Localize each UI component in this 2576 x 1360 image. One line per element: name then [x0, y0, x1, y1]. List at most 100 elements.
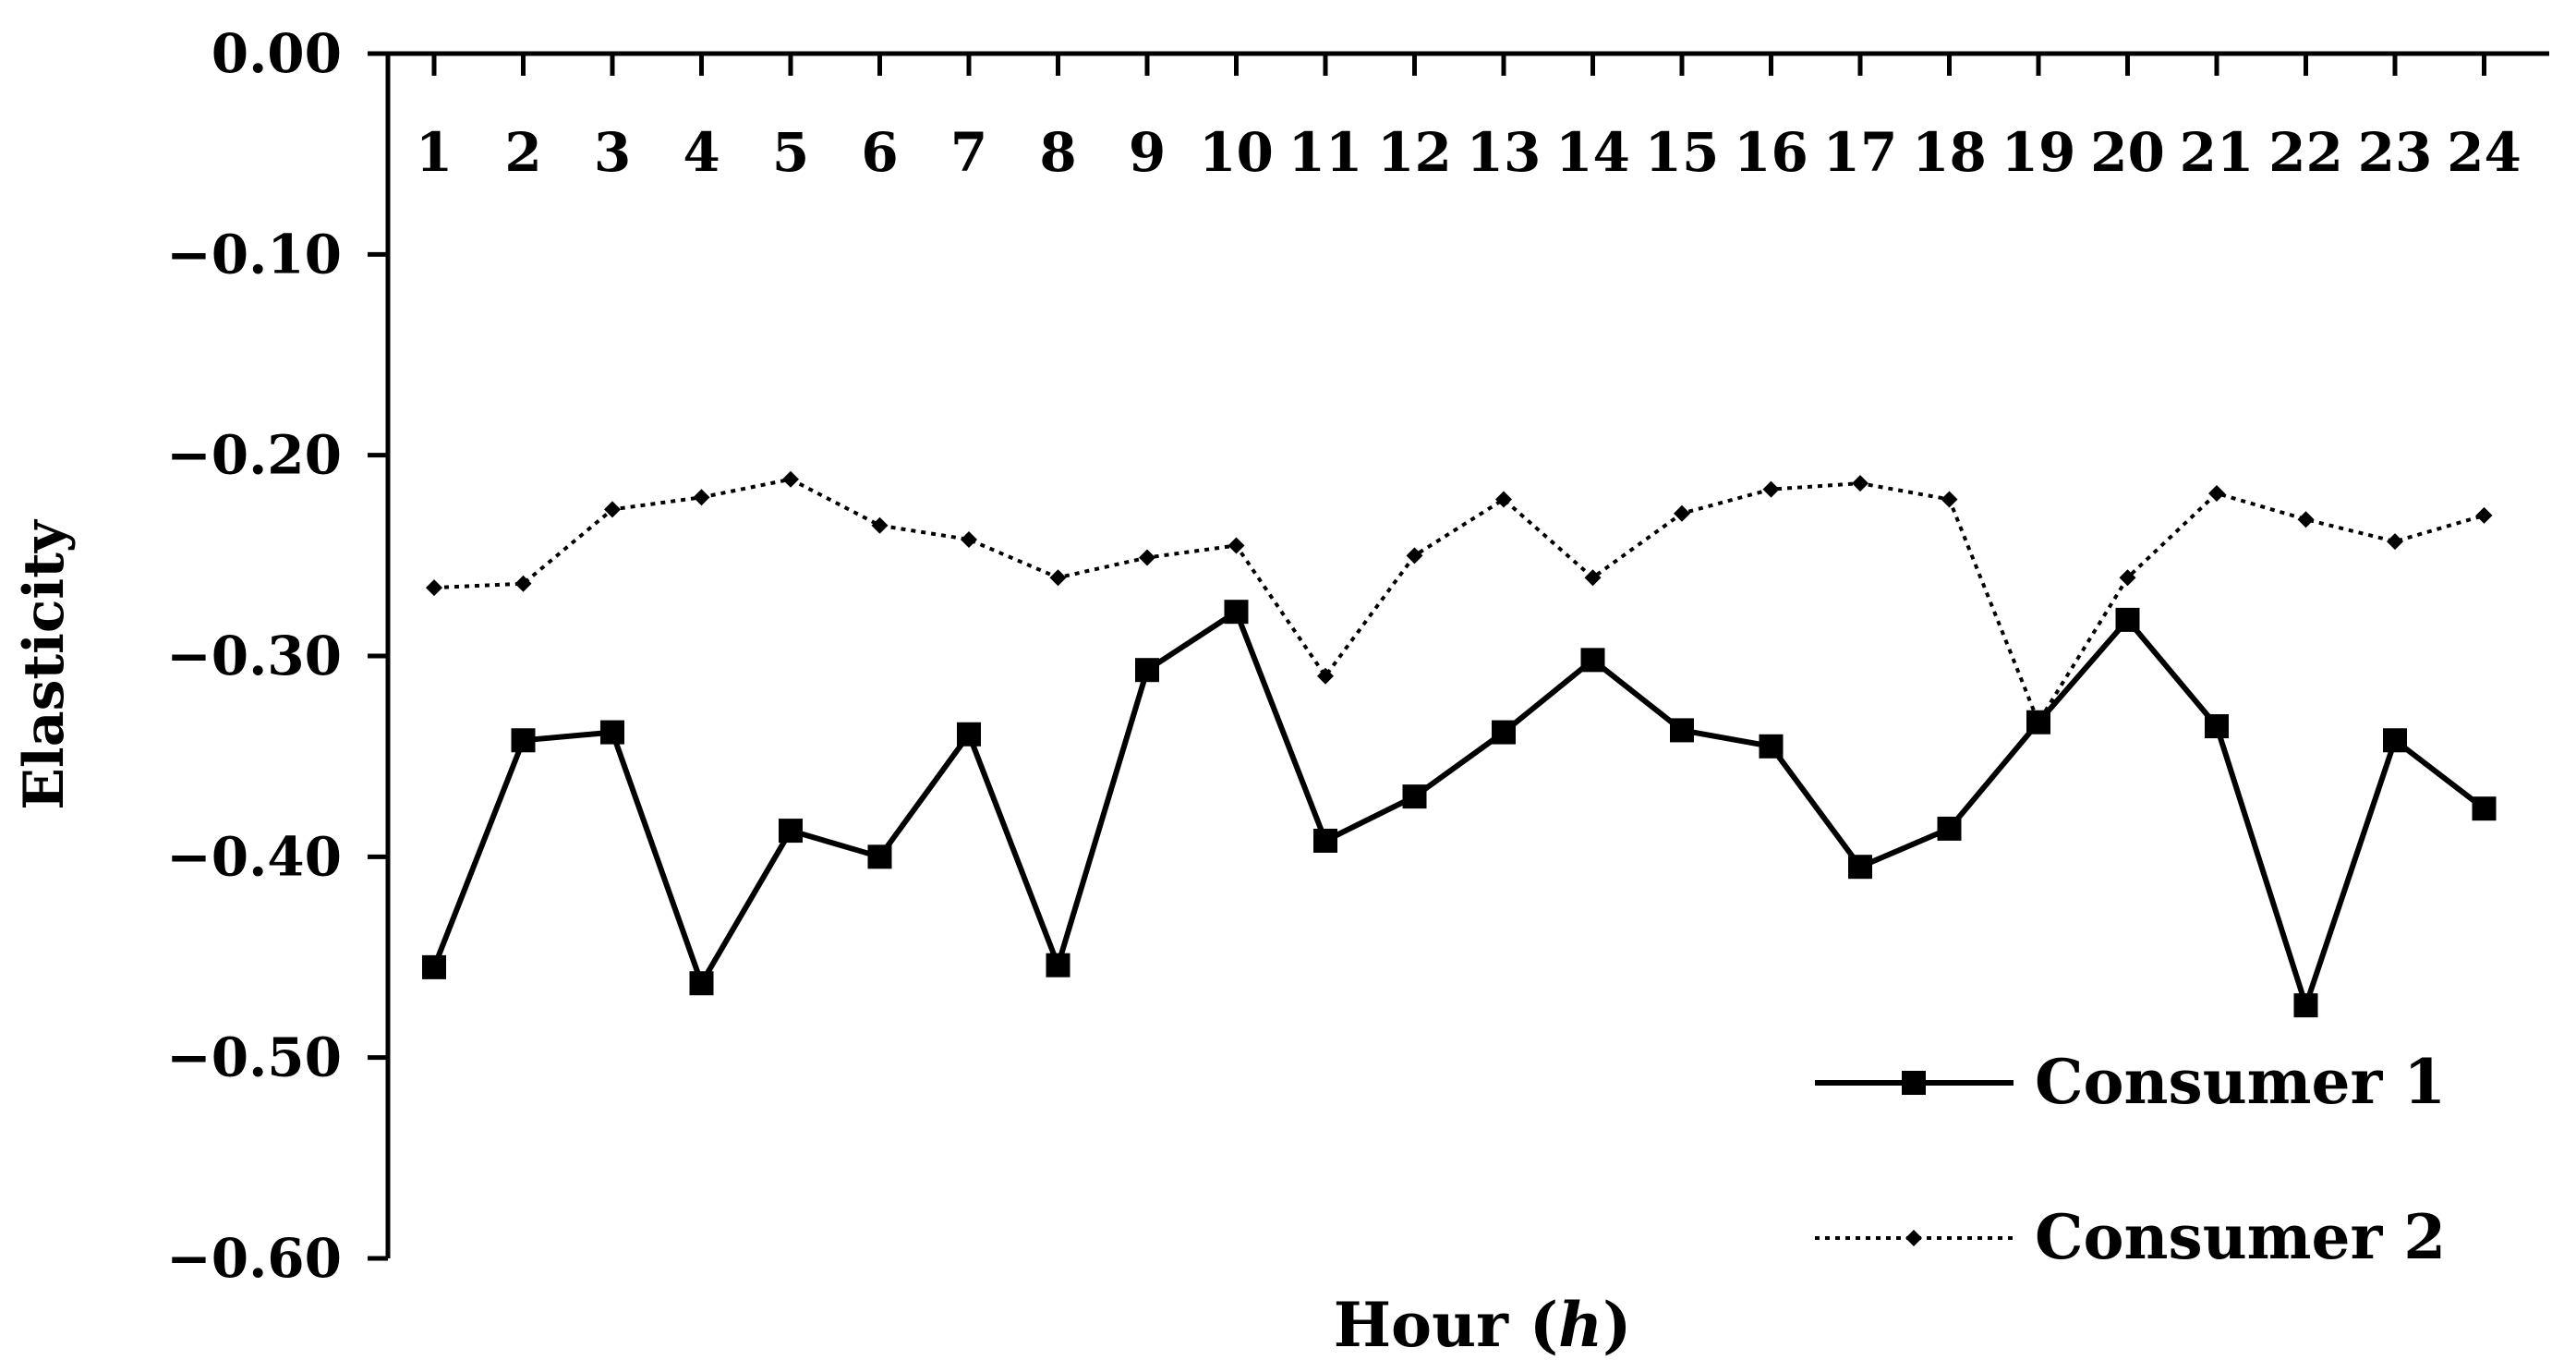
data-point-1: [1848, 855, 1872, 880]
data-point-2: [2297, 511, 2315, 528]
data-point-2: [782, 470, 799, 488]
legend-marker-2: [1905, 1230, 1922, 1246]
x-tick-label: 17: [1823, 121, 1898, 184]
data-point-2: [1852, 475, 1869, 492]
data-point-1: [1937, 816, 1962, 841]
x-tick-label: 11: [1288, 121, 1363, 184]
data-point-1: [2026, 710, 2050, 735]
series-layer: [422, 470, 2497, 1018]
data-point-2: [871, 516, 889, 534]
series-2: [426, 470, 2493, 731]
x-axis-label: Hour (h): [1334, 1289, 1632, 1360]
y-tick-label: −0.50: [166, 1026, 342, 1089]
y-tick-label: −0.60: [166, 1227, 342, 1290]
data-point-2: [1317, 667, 1334, 685]
x-tick-label: 24: [2447, 121, 2522, 184]
data-point-2: [1228, 537, 1245, 554]
x-axis-label-paren-close: ): [1602, 1289, 1631, 1360]
axes: [368, 51, 2549, 1261]
data-point-2: [1139, 549, 1155, 566]
y-tick-label: −0.20: [166, 424, 342, 487]
x-tick-label: 7: [950, 121, 987, 184]
x-tick-label: 19: [2002, 121, 2076, 184]
data-point-1: [779, 819, 803, 844]
x-tick-label: 5: [772, 121, 809, 184]
x-tick-label: 13: [1467, 121, 1542, 184]
legend-label-1: Consumer 1: [2035, 1046, 2446, 1118]
data-point-2: [693, 489, 710, 506]
legend-entry-1: Consumer 1: [1815, 1046, 2446, 1118]
x-axis-label-var: h: [1558, 1289, 1602, 1360]
x-tick-label: 3: [594, 121, 631, 184]
legend-marker-1: [1902, 1071, 1926, 1095]
data-point-1: [2205, 714, 2229, 739]
series-1: [422, 600, 2497, 1018]
x-tick-label: 2: [504, 121, 541, 184]
x-axis-label-text: Hour: [1334, 1289, 1509, 1360]
data-point-1: [2115, 607, 2140, 632]
data-point-2: [2208, 484, 2225, 502]
data-point-2: [1049, 569, 1067, 587]
data-point-1: [689, 971, 714, 996]
data-point-2: [604, 501, 621, 518]
data-point-2: [1406, 547, 1423, 565]
data-point-1: [1402, 784, 1427, 809]
data-point-2: [426, 579, 442, 597]
data-point-1: [1313, 828, 1337, 853]
data-point-1: [1670, 718, 1694, 743]
data-point-1: [2293, 993, 2318, 1018]
data-point-2: [2119, 569, 2136, 587]
y-tick-label: −0.40: [166, 825, 342, 888]
x-tick-labels: 1 2 3 4 5 6 7 8 9 10 11 12 13 14 15 16 17 18 19 20 21 22 23 24: [416, 121, 2522, 184]
data-point-2: [2387, 533, 2403, 551]
data-point-1: [2472, 796, 2497, 821]
data-point-2: [1941, 491, 1958, 508]
series-line-1: [431, 607, 2486, 1014]
data-point-1: [1224, 600, 1249, 625]
x-tick-label: 1: [416, 121, 453, 184]
data-point-1: [1492, 720, 1516, 745]
x-tick-label: 20: [2090, 121, 2165, 184]
data-point-2: [1674, 504, 1690, 522]
y-tick-label: −0.10: [166, 223, 342, 285]
x-axis-label-paren-open: (: [1508, 1289, 1558, 1360]
data-point-1: [867, 844, 892, 869]
x-tick-label: 21: [2180, 121, 2255, 184]
x-tick-label: 22: [2268, 121, 2343, 184]
x-tick-label: 18: [1912, 121, 1987, 184]
legend-entry-2: Consumer 2: [1815, 1201, 2446, 1273]
y-tick-label: 0.00: [212, 22, 342, 85]
y-tick-labels: 0.00 −0.10 −0.20 −0.30 −0.40 −0.50 −0.60: [166, 22, 342, 1290]
data-point-1: [2383, 728, 2407, 753]
data-point-2: [1584, 569, 1602, 587]
data-point-2: [514, 575, 532, 592]
data-point-1: [600, 720, 624, 745]
x-tick-label: 9: [1129, 121, 1166, 184]
data-point-2: [2475, 506, 2493, 524]
x-tick-label: 12: [1377, 121, 1452, 184]
x-tick-label: 6: [861, 121, 898, 184]
data-point-2: [1762, 480, 1780, 498]
x-tick-label: 23: [2358, 121, 2433, 184]
series-line-2: [433, 477, 2485, 727]
x-tick-label: 10: [1199, 121, 1274, 184]
x-tick-label: 8: [1039, 121, 1076, 184]
data-point-1: [1580, 648, 1605, 673]
x-tick-label: 16: [1734, 121, 1808, 184]
legend-label-2: Consumer 2: [2035, 1201, 2446, 1273]
data-point-2: [1495, 491, 1512, 508]
legend: Consumer 1 Consumer 2: [1815, 1046, 2446, 1273]
data-point-1: [1135, 658, 1159, 683]
data-point-1: [1046, 953, 1070, 978]
data-point-1: [1759, 734, 1784, 759]
x-tick-label: 14: [1555, 121, 1630, 184]
data-point-1: [422, 954, 446, 979]
data-point-2: [961, 530, 977, 548]
y-tick-label: −0.30: [166, 625, 342, 687]
data-point-1: [511, 728, 536, 753]
x-tick-label: 15: [1645, 121, 1720, 184]
data-point-1: [957, 722, 981, 747]
y-axis-label: Elasticity: [12, 518, 77, 810]
x-tick-label: 4: [683, 121, 720, 184]
